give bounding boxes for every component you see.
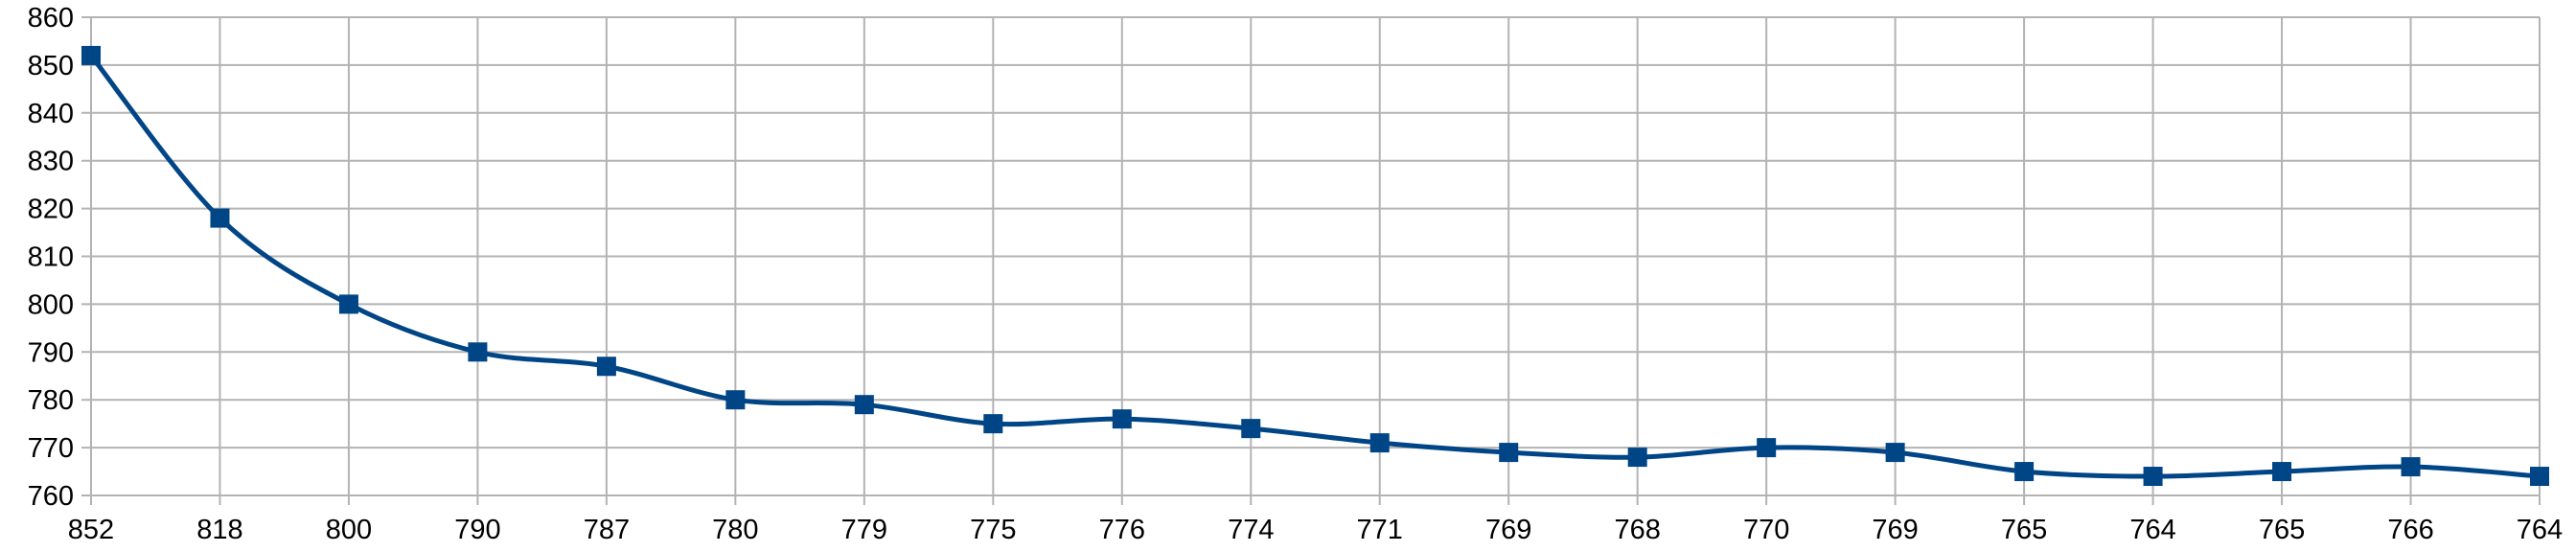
y-tick-label: 780 — [28, 385, 74, 416]
data-point-marker — [1757, 438, 1777, 458]
x-tick-label: 779 — [841, 515, 887, 545]
data-point-marker — [210, 208, 230, 228]
data-point-marker — [2143, 467, 2163, 487]
y-tick-label: 800 — [28, 289, 74, 320]
data-point-marker — [2272, 462, 2292, 482]
y-tick-labels: 760 770 780 790 800 810 820 830 840 850 860 — [28, 3, 74, 512]
data-point-marker — [81, 45, 101, 65]
x-tick-label: 769 — [1485, 515, 1531, 545]
axes — [90, 17, 2540, 496]
x-tick-labels: 852 818 800 790 787 780 779 775 776 774 771 769 768 7… — [68, 515, 2563, 545]
data-point-marker — [983, 414, 1003, 434]
y-tick-label: 820 — [28, 195, 74, 225]
x-tick-label: 771 — [1357, 515, 1403, 545]
data-point-marker — [1885, 443, 1905, 463]
data-point-marker — [338, 294, 358, 314]
x-tick-label: 765 — [2001, 515, 2047, 545]
x-tick-label: 790 — [454, 515, 500, 545]
y-tick-label: 860 — [28, 3, 74, 34]
data-point-marker — [1112, 409, 1132, 429]
x-tick-label: 852 — [68, 515, 114, 545]
x-tick-label: 766 — [2387, 515, 2433, 545]
y-tick-label: 830 — [28, 147, 74, 177]
x-tick-label: 818 — [196, 515, 242, 545]
x-tick-label: 775 — [970, 515, 1016, 545]
data-point-marker — [725, 390, 746, 410]
series-line — [88, 53, 2542, 479]
data-point-marker — [1499, 443, 1519, 463]
data-point-marker — [1627, 448, 1647, 468]
y-tick-label: 760 — [28, 481, 74, 512]
data-point-marker — [2401, 457, 2421, 477]
y-tick-label: 810 — [28, 242, 74, 273]
data-point-marker — [2530, 467, 2549, 487]
x-tick-label: 780 — [712, 515, 758, 545]
y-tick-label: 840 — [28, 99, 74, 129]
x-tick-label: 770 — [1743, 515, 1789, 545]
y-tick-label: 770 — [28, 433, 74, 464]
data-point-marker — [854, 395, 874, 415]
x-tick-label: 768 — [1614, 515, 1660, 545]
data-point-marker — [1369, 433, 1390, 453]
x-tick-label: 769 — [1872, 515, 1918, 545]
x-tick-label: 787 — [584, 515, 630, 545]
y-tick-label: 790 — [28, 337, 74, 368]
data-point-marker — [468, 342, 488, 362]
x-tick-label: 800 — [326, 515, 372, 545]
x-tick-label: 764 — [2517, 515, 2563, 545]
grid — [81, 16, 2541, 505]
x-tick-label: 765 — [2259, 515, 2305, 545]
x-tick-label: 774 — [1228, 515, 1274, 545]
x-tick-label: 764 — [2129, 515, 2175, 545]
series — [81, 45, 2549, 487]
x-tick-label: 776 — [1099, 515, 1145, 545]
data-point-marker — [2014, 462, 2035, 482]
y-tick-label: 850 — [28, 51, 74, 81]
data-point-marker — [1241, 419, 1261, 439]
data-point-marker — [596, 356, 616, 377]
